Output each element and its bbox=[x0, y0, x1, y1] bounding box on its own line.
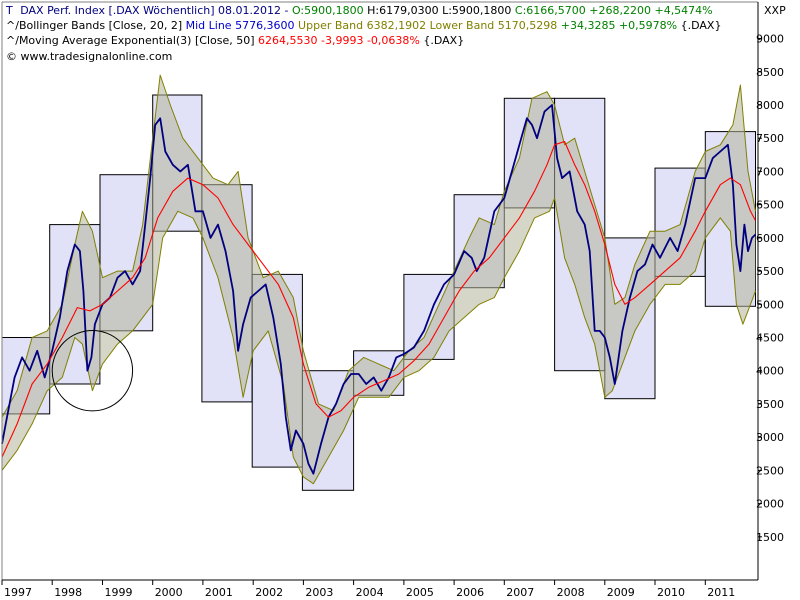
legend-bollinger-change: +34,3285 +0,5978% bbox=[557, 19, 677, 32]
y-tick-label: 8000 bbox=[756, 99, 784, 112]
x-tick-label: 2006 bbox=[456, 586, 484, 599]
x-tick-label: 2008 bbox=[557, 586, 585, 599]
legend-open: O:5900,1800 bbox=[292, 4, 364, 17]
y-tick-label: 9000 bbox=[756, 33, 784, 46]
legend-ema-suffix: {.DAX} bbox=[420, 34, 464, 47]
legend-bollinger-upper: Upper Band 6382,1902 bbox=[295, 19, 427, 32]
legend-close: C:6166,5700 +268,2200 +4,5474% bbox=[515, 4, 713, 17]
legend-symbol-bollinger: ^/ bbox=[6, 19, 19, 32]
legend-line-3: ^/Moving Average Exponential(3) [Close, … bbox=[6, 34, 464, 47]
series-lines bbox=[1, 74, 757, 485]
x-tick-label: 2004 bbox=[356, 586, 384, 599]
x-tick-label: 2009 bbox=[607, 586, 635, 599]
y-tick-label: 7500 bbox=[756, 132, 784, 145]
y-tick-label: 7000 bbox=[756, 165, 784, 178]
x-tick-label: 1998 bbox=[54, 586, 82, 599]
x-ticks: 1997 1998 1999 2000 2001 2002 2003 2004 2005 2006… bbox=[1, 580, 735, 599]
legend: T DAX Perf. Index [.DAX Wöchentlich] 08.… bbox=[5, 4, 721, 63]
axes bbox=[1, 1, 759, 581]
price-line bbox=[1, 104, 757, 475]
legend-line-1: T DAX Perf. Index [.DAX Wöchentlich] 08.… bbox=[5, 4, 713, 17]
legend-high-low: H:6179,0300 L:5900,1800 bbox=[364, 4, 515, 17]
y-tick-label: 6000 bbox=[756, 232, 784, 245]
x-tick-label: 2000 bbox=[155, 586, 183, 599]
legend-ema-values: 6264,5530 -3,9993 -0,0638% bbox=[258, 34, 420, 47]
y-tick-label: 8500 bbox=[756, 66, 784, 79]
y-tick-label: 1500 bbox=[756, 531, 784, 544]
x-tick-label: 2003 bbox=[305, 586, 333, 599]
legend-bollinger-mid: Mid Line 5776,3600 bbox=[186, 19, 295, 32]
y-tick-label: 3500 bbox=[756, 398, 784, 411]
x-tick-label: 2001 bbox=[205, 586, 233, 599]
legend-symbol-ema: ^/ bbox=[6, 34, 19, 47]
x-tick-label: 2005 bbox=[406, 586, 434, 599]
y-tick-label: 3000 bbox=[756, 431, 784, 444]
legend-line-2: ^/Bollinger Bands [Close, 20, 2] Mid Lin… bbox=[6, 19, 721, 32]
annotations bbox=[51, 330, 134, 412]
x-tick-label: 2007 bbox=[506, 586, 534, 599]
lower-band-line bbox=[1, 197, 756, 485]
x-tick-label: 2002 bbox=[255, 586, 283, 599]
legend-bollinger-lower: Lower Band 5170,5298 bbox=[426, 19, 557, 32]
legend-copyright: © www.tradesignalonline.com bbox=[6, 50, 172, 63]
legend-symbol-price: T bbox=[5, 4, 13, 17]
x-tick-label: 2011 bbox=[707, 586, 735, 599]
upper-band-line bbox=[1, 74, 756, 418]
legend-instrument: DAX Perf. Index [.DAX Wöchentlich] 08.01… bbox=[20, 4, 292, 17]
ema-line bbox=[1, 140, 756, 458]
highlight-circle bbox=[51, 330, 134, 412]
y-tick-label: 2000 bbox=[756, 498, 784, 511]
x-tick-label: 2010 bbox=[657, 586, 685, 599]
legend-bollinger-name: Bollinger Bands [Close, 20, 2] bbox=[19, 19, 186, 32]
y-tick-label: 4000 bbox=[756, 365, 784, 378]
x-tick-label: 1997 bbox=[4, 586, 32, 599]
y-tick-label: 6500 bbox=[756, 199, 784, 212]
legend-ema-name: Moving Average Exponential(3) [Close, 50… bbox=[19, 34, 258, 47]
axis-corner-label: XXP bbox=[764, 4, 786, 17]
x-tick-label: 1999 bbox=[105, 586, 133, 599]
y-tick-label: 5500 bbox=[756, 265, 784, 278]
y-tick-label: 2500 bbox=[756, 464, 784, 477]
y-tick-label: 4500 bbox=[756, 332, 784, 345]
y-tick-label: 5000 bbox=[756, 298, 784, 311]
legend-bollinger-suffix: {.DAX} bbox=[677, 19, 721, 32]
y-ticks: 1500 2000 2500 3000 3500 4000 4500 5000 5500 6000… bbox=[756, 33, 784, 544]
